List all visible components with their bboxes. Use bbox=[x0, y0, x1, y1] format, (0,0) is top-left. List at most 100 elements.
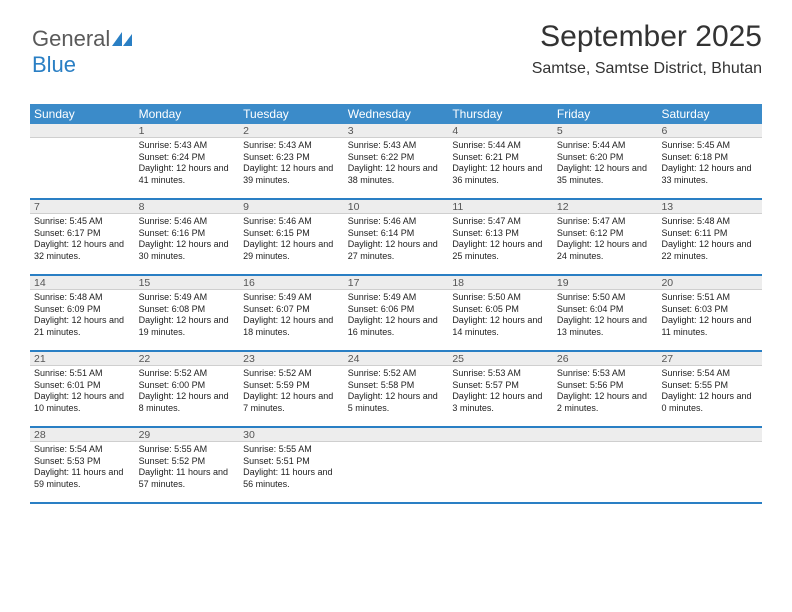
daylight-text: Daylight: 12 hours and 25 minutes. bbox=[452, 239, 549, 262]
day-info: Sunrise: 5:46 AMSunset: 6:15 PMDaylight:… bbox=[239, 214, 344, 267]
day-number-row: 11 bbox=[448, 200, 553, 214]
day-number-row: 6 bbox=[657, 124, 762, 138]
day-number-row: 2 bbox=[239, 124, 344, 138]
daylight-text: Daylight: 12 hours and 36 minutes. bbox=[452, 163, 549, 186]
daylight-text: Daylight: 12 hours and 33 minutes. bbox=[661, 163, 758, 186]
day-number: 28 bbox=[30, 429, 46, 441]
day-info: Sunrise: 5:53 AMSunset: 5:56 PMDaylight:… bbox=[553, 366, 658, 419]
calendar-day: 24Sunrise: 5:52 AMSunset: 5:58 PMDayligh… bbox=[344, 352, 449, 426]
daylight-text: Daylight: 12 hours and 21 minutes. bbox=[34, 315, 131, 338]
day-number: 24 bbox=[344, 353, 360, 365]
day-number-row: 3 bbox=[344, 124, 449, 138]
day-info: Sunrise: 5:43 AMSunset: 6:24 PMDaylight:… bbox=[135, 138, 240, 191]
day-number-row: 9 bbox=[239, 200, 344, 214]
day-info: Sunrise: 5:45 AMSunset: 6:18 PMDaylight:… bbox=[657, 138, 762, 191]
day-number: 11 bbox=[448, 201, 463, 213]
daylight-text: Daylight: 12 hours and 11 minutes. bbox=[661, 315, 758, 338]
calendar-day: 10Sunrise: 5:46 AMSunset: 6:14 PMDayligh… bbox=[344, 200, 449, 274]
daylight-text: Daylight: 12 hours and 3 minutes. bbox=[452, 391, 549, 414]
calendar-day: 17Sunrise: 5:49 AMSunset: 6:06 PMDayligh… bbox=[344, 276, 449, 350]
daylight-text: Daylight: 12 hours and 29 minutes. bbox=[243, 239, 340, 262]
calendar-day: 8Sunrise: 5:46 AMSunset: 6:16 PMDaylight… bbox=[135, 200, 240, 274]
sunrise-text: Sunrise: 5:52 AM bbox=[243, 368, 340, 380]
calendar-week: 14Sunrise: 5:48 AMSunset: 6:09 PMDayligh… bbox=[30, 276, 762, 352]
daylight-text: Daylight: 12 hours and 0 minutes. bbox=[661, 391, 758, 414]
day-info: Sunrise: 5:53 AMSunset: 5:57 PMDaylight:… bbox=[448, 366, 553, 419]
sunset-text: Sunset: 6:21 PM bbox=[452, 152, 549, 164]
sunset-text: Sunset: 6:24 PM bbox=[139, 152, 236, 164]
calendar-day: 28Sunrise: 5:54 AMSunset: 5:53 PMDayligh… bbox=[30, 428, 135, 502]
day-number-row: 7 bbox=[30, 200, 135, 214]
sunset-text: Sunset: 6:20 PM bbox=[557, 152, 654, 164]
calendar-day: 7Sunrise: 5:45 AMSunset: 6:17 PMDaylight… bbox=[30, 200, 135, 274]
sunset-text: Sunset: 6:04 PM bbox=[557, 304, 654, 316]
calendar-week: 28Sunrise: 5:54 AMSunset: 5:53 PMDayligh… bbox=[30, 428, 762, 504]
day-number-row: 10 bbox=[344, 200, 449, 214]
sunset-text: Sunset: 5:53 PM bbox=[34, 456, 131, 468]
day-number: 13 bbox=[657, 201, 673, 213]
day-number-row: 29 bbox=[135, 428, 240, 442]
day-number-row: 1 bbox=[135, 124, 240, 138]
day-info: Sunrise: 5:45 AMSunset: 6:17 PMDaylight:… bbox=[30, 214, 135, 267]
daylight-text: Daylight: 11 hours and 56 minutes. bbox=[243, 467, 340, 490]
day-info: Sunrise: 5:44 AMSunset: 6:21 PMDaylight:… bbox=[448, 138, 553, 191]
daylight-text: Daylight: 12 hours and 22 minutes. bbox=[661, 239, 758, 262]
sunset-text: Sunset: 6:14 PM bbox=[348, 228, 445, 240]
day-number-row: 28 bbox=[30, 428, 135, 442]
calendar-day: 22Sunrise: 5:52 AMSunset: 6:00 PMDayligh… bbox=[135, 352, 240, 426]
daylight-text: Daylight: 12 hours and 16 minutes. bbox=[348, 315, 445, 338]
day-number-row: 17 bbox=[344, 276, 449, 290]
daylight-text: Daylight: 12 hours and 32 minutes. bbox=[34, 239, 131, 262]
day-number-row: 15 bbox=[135, 276, 240, 290]
day-info: Sunrise: 5:52 AMSunset: 5:59 PMDaylight:… bbox=[239, 366, 344, 419]
day-number: 23 bbox=[239, 353, 255, 365]
daylight-text: Daylight: 12 hours and 39 minutes. bbox=[243, 163, 340, 186]
sunrise-text: Sunrise: 5:43 AM bbox=[243, 140, 340, 152]
day-number-row: 4 bbox=[448, 124, 553, 138]
day-info: Sunrise: 5:55 AMSunset: 5:51 PMDaylight:… bbox=[239, 442, 344, 495]
daylight-text: Daylight: 12 hours and 14 minutes. bbox=[452, 315, 549, 338]
sunrise-text: Sunrise: 5:52 AM bbox=[139, 368, 236, 380]
day-number: 20 bbox=[657, 277, 673, 289]
sunset-text: Sunset: 6:05 PM bbox=[452, 304, 549, 316]
day-info: Sunrise: 5:52 AMSunset: 5:58 PMDaylight:… bbox=[344, 366, 449, 419]
day-number: 7 bbox=[30, 201, 40, 213]
day-number: 17 bbox=[344, 277, 360, 289]
logo-text-1: General bbox=[32, 26, 110, 51]
day-number-row: 8 bbox=[135, 200, 240, 214]
day-number: 26 bbox=[553, 353, 569, 365]
sunset-text: Sunset: 5:55 PM bbox=[661, 380, 758, 392]
day-number: 3 bbox=[344, 125, 354, 137]
calendar-day: 20Sunrise: 5:51 AMSunset: 6:03 PMDayligh… bbox=[657, 276, 762, 350]
day-number-row: 14 bbox=[30, 276, 135, 290]
daylight-text: Daylight: 12 hours and 8 minutes. bbox=[139, 391, 236, 414]
logo-text-2: Blue bbox=[32, 52, 76, 77]
day-info: Sunrise: 5:48 AMSunset: 6:11 PMDaylight:… bbox=[657, 214, 762, 267]
sunset-text: Sunset: 6:22 PM bbox=[348, 152, 445, 164]
daylight-text: Daylight: 12 hours and 13 minutes. bbox=[557, 315, 654, 338]
sunrise-text: Sunrise: 5:50 AM bbox=[452, 292, 549, 304]
day-number-row bbox=[30, 124, 135, 138]
sunrise-text: Sunrise: 5:52 AM bbox=[348, 368, 445, 380]
calendar-day: 18Sunrise: 5:50 AMSunset: 6:05 PMDayligh… bbox=[448, 276, 553, 350]
day-info: Sunrise: 5:55 AMSunset: 5:52 PMDaylight:… bbox=[135, 442, 240, 495]
day-number: 9 bbox=[239, 201, 249, 213]
sunset-text: Sunset: 5:56 PM bbox=[557, 380, 654, 392]
header: September 2025 Samtse, Samtse District, … bbox=[532, 20, 762, 78]
day-info: Sunrise: 5:46 AMSunset: 6:16 PMDaylight:… bbox=[135, 214, 240, 267]
day-info: Sunrise: 5:49 AMSunset: 6:06 PMDaylight:… bbox=[344, 290, 449, 343]
daylight-text: Daylight: 12 hours and 10 minutes. bbox=[34, 391, 131, 414]
calendar-day: 4Sunrise: 5:44 AMSunset: 6:21 PMDaylight… bbox=[448, 124, 553, 198]
location-text: Samtse, Samtse District, Bhutan bbox=[532, 60, 762, 78]
sunrise-text: Sunrise: 5:44 AM bbox=[557, 140, 654, 152]
sunrise-text: Sunrise: 5:43 AM bbox=[348, 140, 445, 152]
logo: General Blue bbox=[32, 26, 134, 78]
sunset-text: Sunset: 5:51 PM bbox=[243, 456, 340, 468]
sunrise-text: Sunrise: 5:48 AM bbox=[661, 216, 758, 228]
sunset-text: Sunset: 6:03 PM bbox=[661, 304, 758, 316]
calendar-empty-cell bbox=[30, 124, 135, 198]
day-number: 5 bbox=[553, 125, 563, 137]
calendar-empty-cell bbox=[553, 428, 658, 502]
sunrise-text: Sunrise: 5:49 AM bbox=[348, 292, 445, 304]
day-info: Sunrise: 5:49 AMSunset: 6:08 PMDaylight:… bbox=[135, 290, 240, 343]
